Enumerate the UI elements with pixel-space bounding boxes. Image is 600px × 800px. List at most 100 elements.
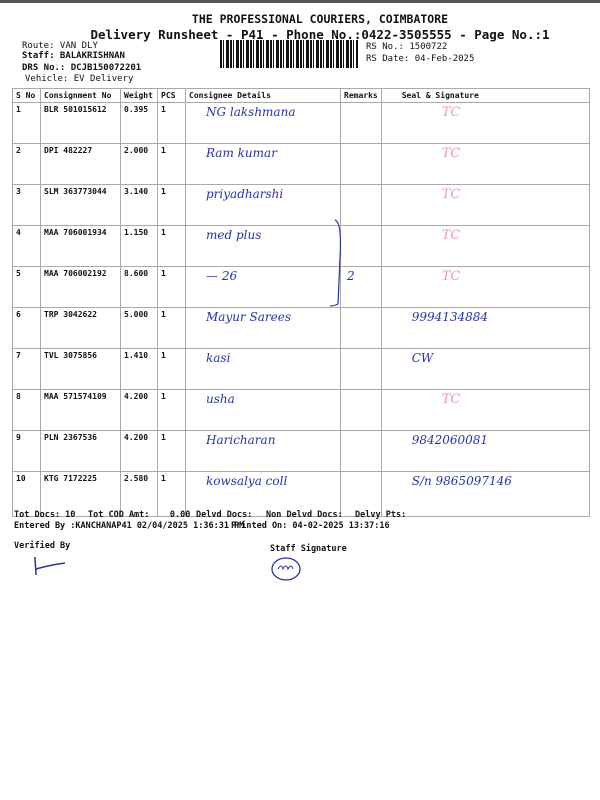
seal-signature: TC xyxy=(380,102,591,144)
staff: Staff: BALAKRISHNAN xyxy=(22,51,125,61)
sno: 1 xyxy=(12,102,41,144)
table-row: 6 TRP 3042622 5.000 1 Mayur Sarees 9994134884 xyxy=(12,307,591,349)
non-delvd-docs: Non Delvd Docs: xyxy=(266,510,343,520)
consignee-details: Ram kumar xyxy=(185,143,341,185)
sno: 6 xyxy=(12,307,41,349)
seal-signature: S/n 9865097146 xyxy=(380,471,591,517)
weight: 3.140 xyxy=(120,184,158,226)
col-sno: S No xyxy=(12,88,41,103)
sno: 2 xyxy=(12,143,41,185)
consignment-no: TRP 3042622 xyxy=(40,307,121,349)
consignee-details: priyadharshi xyxy=(185,184,341,226)
consignee-details: — 26 xyxy=(185,266,341,308)
col-consignee: Consignee Details xyxy=(185,88,341,103)
weight: 0.395 xyxy=(120,102,158,144)
consignment-no: BLR 501015612 xyxy=(40,102,121,144)
weight: 1.410 xyxy=(120,348,158,390)
col-seal: Seal & Signature xyxy=(380,88,591,103)
rs-date: RS Date: 04-Feb-2025 xyxy=(366,54,475,64)
col-consignment: Consignment No xyxy=(40,88,121,103)
printed-on: Printed On: 04-02-2025 13:37:16 xyxy=(231,521,390,531)
consignment-no: SLM 363773044 xyxy=(40,184,121,226)
pcs: 1 xyxy=(157,225,186,267)
tot-docs: Tot Docs: 10 xyxy=(14,510,76,520)
scan-edge xyxy=(0,0,600,3)
remarks xyxy=(340,348,382,390)
consignment-no: TVL 3075856 xyxy=(40,348,121,390)
pcs: 1 xyxy=(157,266,186,308)
vehicle: Vehicle: EV Delivery xyxy=(25,74,134,84)
consignee-details: kasi xyxy=(185,348,341,390)
delvy-pts: Delvy Pts: xyxy=(355,510,407,520)
table-row: 8 MAA 571574109 4.200 1 usha TC xyxy=(12,389,591,431)
sno: 9 xyxy=(12,430,41,472)
table-row: 3 SLM 363773044 3.140 1 priyadharshi TC xyxy=(12,184,591,226)
route: Route: VAN DLY xyxy=(22,41,98,51)
weight: 4.200 xyxy=(120,389,158,431)
tot-cod: Tot COD Amt: 0.00 xyxy=(88,510,191,520)
delvd-docs: Delvd Docs: xyxy=(196,510,253,520)
seal-signature: TC xyxy=(380,143,591,185)
pcs: 1 xyxy=(157,184,186,226)
consignee-details: Mayur Sarees xyxy=(185,307,341,349)
weight: 5.000 xyxy=(120,307,158,349)
table-row: 2 DPI 482227 2.000 1 Ram kumar TC xyxy=(12,143,591,185)
pcs: 1 xyxy=(157,307,186,349)
remarks xyxy=(340,389,382,431)
sno: 3 xyxy=(12,184,41,226)
runsheet-table: S No Consignment No Weight PCS Consignee… xyxy=(12,88,591,517)
remarks xyxy=(340,430,382,472)
pcs: 1 xyxy=(157,389,186,431)
company-name: THE PROFESSIONAL COURIERS, COIMBATORE xyxy=(191,12,449,26)
drs-no: DRS No.: DCJB150072201 xyxy=(22,63,142,73)
remarks xyxy=(340,225,382,267)
remarks xyxy=(340,143,382,185)
barcode xyxy=(220,40,358,68)
weight: 8.600 xyxy=(120,266,158,308)
verifier-signature xyxy=(34,556,66,576)
seal-signature: TC xyxy=(380,184,591,226)
weight: 4.200 xyxy=(120,430,158,472)
table-row: 4 MAA 706001934 1.150 1 med plus TC xyxy=(12,225,591,267)
verified-by: Verified By xyxy=(14,541,71,551)
table-row: 7 TVL 3075856 1.410 1 kasi CW xyxy=(12,348,591,390)
remarks xyxy=(340,102,382,144)
consignment-no: MAA 706001934 xyxy=(40,225,121,267)
staff-signature-mark xyxy=(271,557,301,581)
pcs: 1 xyxy=(157,102,186,144)
consignee-details: med plus xyxy=(185,225,341,267)
table-row: 10 KTG 7172225 2.580 1 kowsalya coll S/n 9865… xyxy=(12,471,591,517)
pcs: 1 xyxy=(157,143,186,185)
consignment-no: DPI 482227 xyxy=(40,143,121,185)
pcs: 1 xyxy=(157,430,186,472)
sno: 5 xyxy=(12,266,41,308)
staff-signature-label: Staff Signature xyxy=(270,544,347,554)
table-row: 9 PLN 2367536 4.200 1 Haricharan 9842060081 xyxy=(12,430,591,472)
col-pcs: PCS xyxy=(157,88,186,103)
seal-signature: TC xyxy=(380,266,591,308)
seal-signature: CW xyxy=(380,348,591,390)
consignee-details: usha xyxy=(185,389,341,431)
weight: 2.580 xyxy=(120,471,158,517)
consignment-no: MAA 706002192 xyxy=(40,266,121,308)
entered-by: Entered By :KANCHANAP41 02/04/2025 1:36:… xyxy=(14,521,245,531)
runsheet-title: Delivery Runsheet - P41 - Phone No.:0422… xyxy=(90,27,550,42)
col-remarks: Remarks xyxy=(340,88,382,103)
table-row: 5 MAA 706002192 8.600 1— 26 2 TC xyxy=(12,266,591,308)
seal-signature: TC xyxy=(380,225,591,267)
sno: 4 xyxy=(12,225,41,267)
remarks xyxy=(340,307,382,349)
seal-signature: TC xyxy=(380,389,591,431)
seal-signature: 9842060081 xyxy=(380,430,591,472)
seal-signature: 9994134884 xyxy=(380,307,591,349)
sno: 8 xyxy=(12,389,41,431)
bracket-mark xyxy=(330,219,342,307)
consignee-details: NG lakshmana xyxy=(185,102,341,144)
consignee-details: kowsalya coll xyxy=(185,471,341,517)
sno: 7 xyxy=(12,348,41,390)
consignment-no: MAA 571574109 xyxy=(40,389,121,431)
weight: 2.000 xyxy=(120,143,158,185)
consignee-details: Haricharan xyxy=(185,430,341,472)
pcs: 1 xyxy=(157,348,186,390)
rs-no: RS No.: 1500722 xyxy=(366,42,448,52)
